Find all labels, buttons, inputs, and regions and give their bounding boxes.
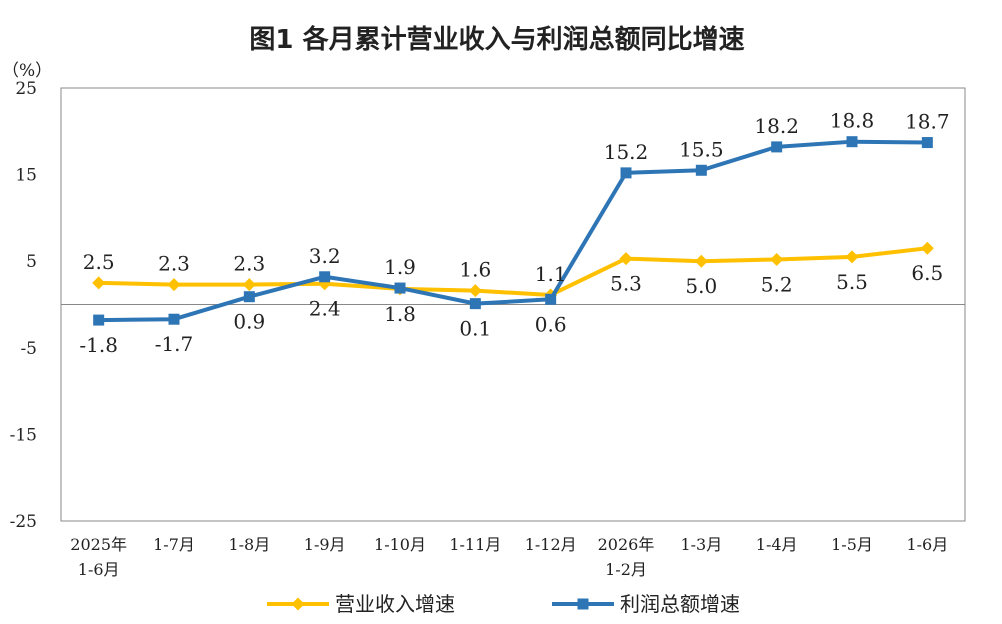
- series-line-0: [98, 246, 928, 297]
- data-point-marker: [846, 136, 858, 148]
- data-label: 5.0: [685, 274, 717, 298]
- data-label: 15.5: [679, 137, 724, 161]
- data-label: 5.5: [836, 270, 868, 294]
- x-tick-label: 1-6月: [78, 560, 120, 579]
- data-label: 5.3: [610, 272, 642, 296]
- legend-marker-diamond-icon: [291, 597, 305, 611]
- data-label: -1.8: [79, 333, 118, 357]
- series-line-1: [98, 139, 928, 323]
- data-point-marker: [93, 314, 105, 326]
- data-label: 15.2: [604, 140, 649, 164]
- data-label: 0.6: [535, 312, 567, 336]
- data-label: -1.7: [155, 332, 194, 356]
- data-point-marker: [695, 164, 707, 176]
- x-tick-label: 1-9月: [304, 535, 346, 554]
- data-point-marker: [167, 278, 181, 292]
- data-point-marker: [243, 291, 255, 303]
- data-point-marker: [619, 252, 633, 266]
- data-label: 1.1: [535, 262, 567, 286]
- y-tick-label: 5: [26, 252, 37, 272]
- y-tick-label: -25: [10, 512, 37, 532]
- x-tick-label: 1-8月: [228, 535, 270, 554]
- y-tick-label: 15: [15, 166, 37, 186]
- data-label: 3.2: [309, 244, 341, 268]
- x-tick-label: 1-3月: [680, 535, 722, 554]
- data-point-marker: [319, 271, 331, 283]
- data-point-marker: [694, 254, 708, 268]
- data-point-marker: [168, 313, 180, 325]
- data-point-marker: [845, 250, 859, 264]
- data-point-marker: [394, 282, 406, 294]
- data-label: 1.6: [459, 258, 491, 282]
- data-point-marker: [242, 278, 256, 292]
- legend-label: 营业收入增速: [335, 592, 455, 616]
- legend-label: 利润总额增速: [620, 592, 740, 616]
- data-point-marker: [921, 137, 933, 149]
- y-tick-label: -5: [20, 339, 37, 359]
- x-tick-label: 1-11月: [449, 535, 501, 554]
- data-point-marker: [92, 276, 106, 290]
- y-tick-label: 25: [15, 79, 37, 99]
- x-tick-label: 1-10月: [374, 535, 426, 554]
- data-label: 6.5: [911, 261, 943, 285]
- chart-title: 图1 各月累计营业收入与利润总额同比增速: [249, 24, 744, 55]
- data-point-marker: [469, 298, 481, 310]
- data-point-marker: [770, 252, 784, 266]
- x-tick-label: 1-2月: [605, 560, 647, 579]
- y-unit-label: （%）: [2, 61, 52, 81]
- x-tick-label: 1-5月: [831, 535, 873, 554]
- data-label: 2.5: [83, 250, 115, 274]
- data-label: 5.2: [761, 272, 793, 296]
- x-tick-label: 1-7月: [153, 535, 195, 554]
- x-tick-label: 1-6月: [906, 535, 948, 554]
- legend-marker-square-icon: [577, 598, 589, 610]
- legend: 营业收入增速 利润总额增速: [267, 592, 740, 616]
- data-point-marker: [468, 284, 482, 298]
- data-point-marker: [771, 141, 783, 153]
- data-label: 0.9: [233, 310, 265, 334]
- x-tick-label: 1-12月: [525, 535, 577, 554]
- y-tick-label: -15: [10, 425, 37, 445]
- x-tick-label: 2025年: [70, 535, 127, 554]
- data-label: 18.8: [830, 109, 875, 133]
- data-label: 1.9: [384, 255, 416, 279]
- x-tick-label: 2026年: [598, 535, 655, 554]
- data-point-marker: [545, 293, 557, 305]
- data-label: 2.4: [309, 297, 341, 321]
- data-point-marker: [620, 167, 632, 179]
- x-tick-label: 1-4月: [756, 535, 798, 554]
- data-label: 1.8: [384, 302, 416, 326]
- data-label: 2.3: [158, 252, 190, 276]
- data-label: 2.3: [233, 252, 265, 276]
- data-label: 18.7: [905, 110, 950, 134]
- data-point-marker: [920, 241, 934, 255]
- data-label: 0.1: [459, 317, 491, 341]
- data-label: 18.2: [754, 114, 799, 138]
